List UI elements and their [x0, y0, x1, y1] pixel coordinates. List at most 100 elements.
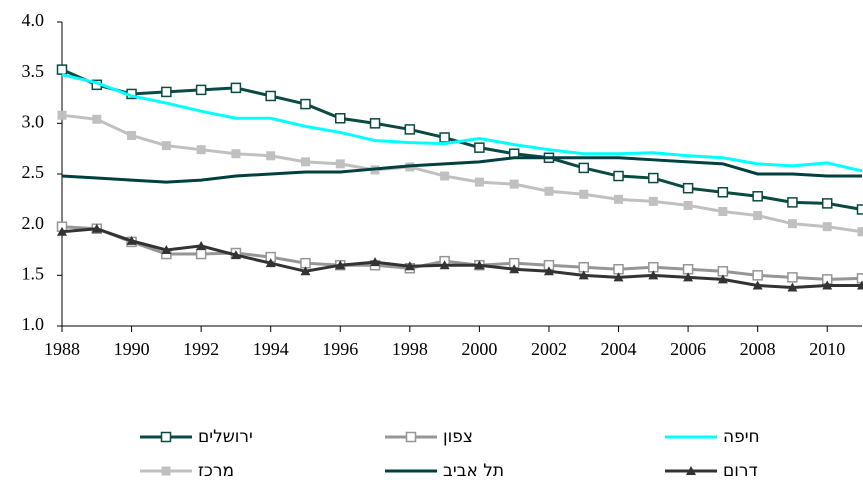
- data-point: [195, 84, 207, 96]
- data-point: [57, 110, 67, 120]
- data-point: [266, 151, 276, 161]
- data-point: [683, 200, 693, 210]
- legend-marker: [686, 466, 696, 475]
- data-point: [648, 172, 659, 184]
- data-point: [300, 266, 311, 276]
- legend-marker: [160, 431, 172, 443]
- data-point: [509, 264, 520, 274]
- data-point: [126, 235, 137, 245]
- data-point: [404, 261, 415, 271]
- data-point: [579, 189, 589, 199]
- data-point: [509, 179, 519, 189]
- data-point: [335, 113, 346, 124]
- series-line: [61, 225, 863, 281]
- data-point: [196, 240, 207, 250]
- data-point: [265, 90, 276, 102]
- data-point: [439, 260, 450, 270]
- data-point: [822, 222, 832, 232]
- data-point: [195, 248, 207, 260]
- y-tick-label: 3.5: [22, 61, 45, 81]
- y-tick-label: 2.0: [22, 213, 45, 233]
- data-point: [474, 177, 484, 187]
- data-point: [578, 162, 589, 174]
- data-point: [440, 171, 450, 181]
- data-point: [544, 186, 554, 196]
- data-point: [752, 270, 763, 281]
- series-line: [61, 227, 862, 289]
- data-point: [230, 82, 242, 94]
- data-point: [857, 227, 863, 237]
- data-point: [682, 182, 694, 194]
- data-point: [300, 157, 310, 167]
- legend-label: צפון: [443, 427, 473, 447]
- data-point: [161, 141, 171, 151]
- legend-label: ירושלים: [198, 427, 253, 447]
- data-point: [300, 98, 311, 110]
- data-point: [717, 186, 729, 198]
- y-tick-label: 1.0: [22, 314, 45, 334]
- x-tick-label: 2008: [740, 339, 776, 359]
- legend-marker: [405, 431, 417, 443]
- data-point: [127, 130, 137, 140]
- data-point: [648, 196, 658, 206]
- data-point: [231, 149, 241, 159]
- legend-label: דרום: [723, 461, 758, 481]
- data-point: [439, 132, 450, 143]
- data-point: [474, 260, 485, 270]
- x-tick-label: 2002: [531, 339, 567, 359]
- data-point: [614, 194, 624, 204]
- data-point: [91, 223, 102, 233]
- x-tick-label: 1994: [253, 339, 289, 359]
- y-tick-label: 1.5: [22, 263, 45, 283]
- y-tick-label: 2.5: [22, 162, 45, 182]
- data-point: [196, 145, 206, 155]
- x-tick-label: 2000: [461, 339, 497, 359]
- series-line: [61, 113, 863, 234]
- x-tick-label: 1992: [183, 339, 219, 359]
- x-tick-label: 1988: [44, 339, 80, 359]
- data-point: [369, 118, 381, 129]
- data-point: [265, 258, 276, 268]
- x-tick-label: 1998: [392, 339, 428, 359]
- data-point: [717, 274, 728, 284]
- data-point: [787, 282, 798, 292]
- legend-label: חיפה: [723, 427, 760, 447]
- data-point: [857, 280, 863, 290]
- data-point: [335, 260, 346, 270]
- data-point: [787, 219, 797, 229]
- data-point: [92, 114, 102, 124]
- legend-marker: [161, 466, 171, 476]
- y-tick-label: 3.0: [22, 111, 45, 131]
- data-point: [718, 206, 728, 216]
- data-point: [56, 64, 68, 75]
- series-line: [61, 73, 863, 173]
- data-point: [474, 142, 485, 153]
- data-point: [753, 211, 763, 221]
- data-point: [335, 159, 345, 169]
- data-point: [578, 270, 589, 280]
- data-point: [787, 197, 798, 208]
- y-tick-label: 4.0: [22, 10, 45, 30]
- x-tick-label: 2004: [601, 339, 637, 359]
- data-point: [543, 266, 554, 276]
- legend-label: תל אביב: [443, 461, 504, 481]
- data-point: [787, 272, 798, 283]
- data-point: [822, 280, 833, 290]
- data-point: [856, 204, 863, 215]
- legend-label: מרכז: [198, 461, 234, 481]
- data-point: [161, 86, 172, 98]
- data-point: [613, 170, 624, 182]
- x-tick-label: 2006: [670, 339, 706, 359]
- data-point: [648, 270, 659, 280]
- data-point: [404, 124, 416, 135]
- data-point: [370, 257, 381, 267]
- data-point: [613, 272, 624, 282]
- x-tick-label: 1990: [114, 339, 150, 359]
- data-point: [821, 198, 833, 209]
- series-line: [61, 156, 862, 184]
- x-tick-label: 2010: [809, 339, 845, 359]
- data-point: [230, 250, 241, 260]
- data-point: [752, 280, 763, 290]
- data-point: [752, 191, 763, 202]
